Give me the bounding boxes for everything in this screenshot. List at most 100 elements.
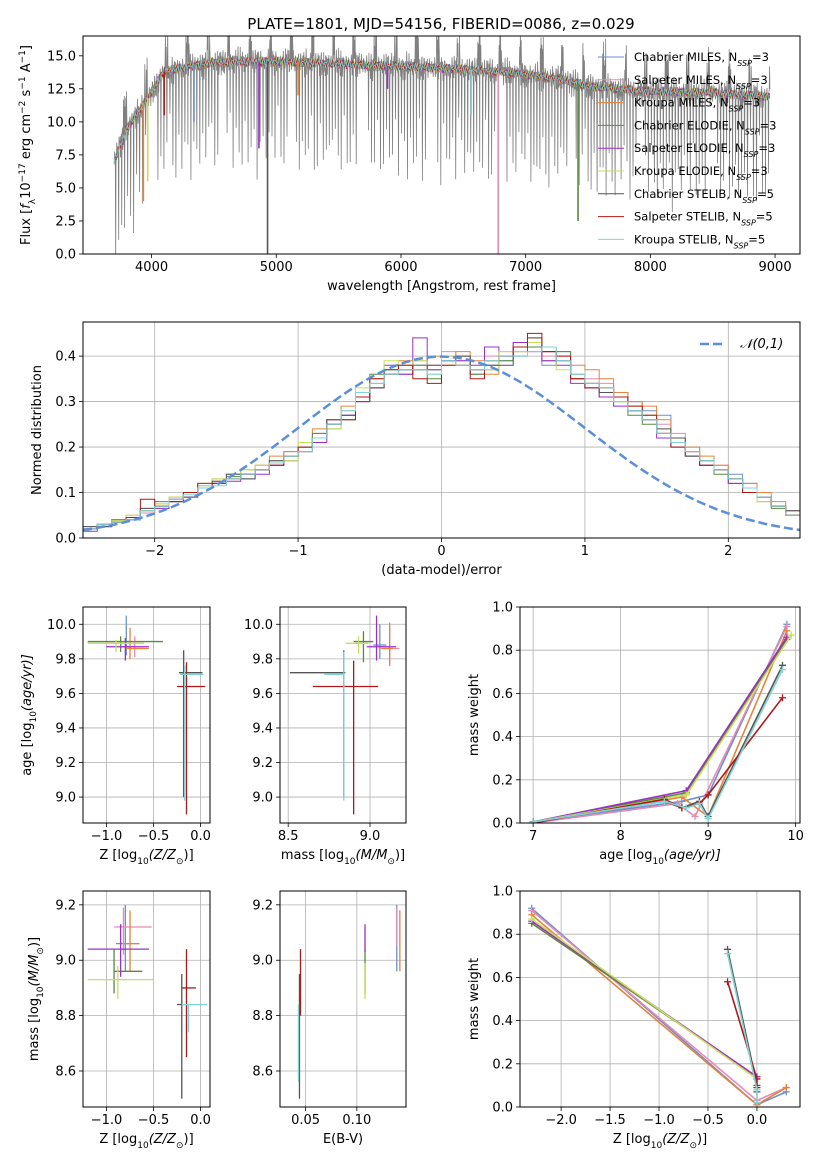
mass-weight-line <box>532 630 788 823</box>
axes-frame <box>279 890 407 1108</box>
x-tick-label: 9000 <box>759 260 792 275</box>
axes-frame <box>82 890 211 1108</box>
plot-age-vs-Z: −1.0 −0.5 0.09.09.29.49.69.810.0Z [log10(Z… <box>20 606 211 867</box>
legend-label-tail: =3 <box>752 50 769 64</box>
plot-area <box>528 904 790 1107</box>
legend-label-tail: =5 <box>756 210 773 224</box>
legend-label-gaussian: 𝒩(0,1) <box>740 337 783 352</box>
legend-label-main: Kroupa MILES, N <box>634 96 729 110</box>
y-tick-label: 8.6 <box>252 1065 273 1080</box>
x-tick-label: −0.5 <box>692 1113 724 1128</box>
legend-label-sub: SSP <box>741 218 756 227</box>
y-axis-label-part: λ <box>28 198 38 204</box>
y-tick-label: 0.2 <box>55 441 76 456</box>
legend-label-tail: =3 <box>751 164 768 178</box>
y-tick-label: 8.8 <box>252 1009 273 1024</box>
legend-label: Chabrier ELODIE, NSSP=3 <box>634 118 776 136</box>
x-axis-label-part: 10 <box>137 857 149 867</box>
y-axis-label-part: −1 <box>18 50 28 63</box>
y-tick-label: 9.2 <box>55 898 76 913</box>
x-axis-label: E(B-V) <box>323 1132 363 1147</box>
y-axis-label-part: mass [log <box>27 998 42 1061</box>
x-axis-label-part: ⊙ <box>176 857 184 867</box>
legend-label-sub: SSP <box>745 127 760 136</box>
y-tick-label: 10.0 <box>47 115 76 130</box>
y-tick-label: 0.0 <box>55 248 76 263</box>
x-tick-label: 4000 <box>135 260 168 275</box>
x-tick-label: −1.0 <box>91 1113 123 1128</box>
plot-area <box>113 36 771 254</box>
y-axis-label-part: A <box>19 63 34 76</box>
x-axis-label-part: 10 <box>137 1141 149 1151</box>
x-tick-label: −1.0 <box>91 829 123 844</box>
y-axis-label: Normed distribution <box>30 365 45 495</box>
y-tick-label: 10.0 <box>47 618 76 633</box>
x-axis-label-part: )] <box>184 848 194 863</box>
y-axis-label-part: −1 <box>18 76 28 89</box>
x-axis-label: wavelength [Angstrom, rest frame] <box>327 279 556 294</box>
x-axis-label-part: Z [log <box>99 1132 137 1147</box>
y-axis-label: mass [log10(M/M⊙)] <box>27 937 46 1061</box>
x-tick-label: 7 <box>529 829 537 844</box>
legend-label-main: Kroupa STELIB, N <box>634 232 734 246</box>
y-axis-label-part: (M/M <box>27 955 42 987</box>
legend-label-tail: =3 <box>760 118 777 132</box>
y-tick-label: 0.0 <box>492 1101 513 1116</box>
x-axis-label-part: )] <box>184 1132 194 1147</box>
x-tick-label: 0.0 <box>190 829 211 844</box>
x-tick-label: 0.10 <box>342 1113 371 1128</box>
mass-weight-marker <box>529 818 537 823</box>
x-axis-label: age [log10(age/yr)] <box>599 848 721 867</box>
y-tick-label: 0.2 <box>492 1057 513 1072</box>
legend-label-tail: =5 <box>757 187 774 201</box>
y-tick-label: 9.8 <box>252 652 273 667</box>
x-axis-label-part: )] <box>697 1132 707 1147</box>
y-tick-label: 9.6 <box>252 687 273 702</box>
axes-frame <box>82 35 801 255</box>
x-tick-label: −0.5 <box>138 829 170 844</box>
axes-frame <box>82 321 801 539</box>
x-tick-label: 0.0 <box>190 1113 211 1128</box>
x-tick-label: −1.0 <box>643 1113 675 1128</box>
x-axis-label: (data-model)/error <box>381 563 502 578</box>
y-tick-label: 0.8 <box>492 644 513 659</box>
plot-area <box>87 904 208 1099</box>
y-tick-label: 0.4 <box>492 730 513 745</box>
x-tick-label: 1 <box>581 544 589 559</box>
plot-age-vs-mass: 8.5 9.0 9.0 9.2 9.4 9.6 9.8 10.0 mass [log10(M/M… <box>244 606 407 867</box>
x-tick-label: −2 <box>145 544 164 559</box>
mass-weight-marker <box>691 813 699 821</box>
x-axis-label-part: 10 <box>651 1141 663 1151</box>
y-axis-label-part: (age/yr)] <box>20 654 35 711</box>
y-tick-label: 0.0 <box>55 532 76 547</box>
mass-weight-marker <box>682 804 690 812</box>
legend-label: Chabrier STELIB, NSSP=5 <box>634 187 774 205</box>
y-axis-label-part: 10 <box>29 711 39 723</box>
legend-label-tail: =3 <box>751 73 768 87</box>
legend-label-main: Chabrier MILES, N <box>634 50 737 64</box>
y-tick-label: 1.0 <box>492 885 513 900</box>
legend-label-sub: SSP <box>742 195 757 204</box>
mass-weight-marker <box>528 915 536 923</box>
mass-weight-line <box>532 638 788 823</box>
y-tick-label: 0.6 <box>492 687 513 702</box>
y-tick-label: 0.6 <box>492 971 513 986</box>
legend-label-main: Chabrier ELODIE, N <box>634 118 745 132</box>
axes-frame <box>279 606 407 824</box>
plot-area <box>297 904 401 1099</box>
x-tick-label: 0.0 <box>747 1113 768 1128</box>
y-axis-label: mass weight <box>467 674 482 756</box>
mass-weight-marker <box>695 800 703 808</box>
mass-weight-marker <box>779 694 786 702</box>
y-tick-label: 9.2 <box>252 756 273 771</box>
mass-weight-marker <box>704 791 712 799</box>
legend-label-sub: SSP <box>737 59 752 68</box>
plot-residuals: −2 −1 0 1 2 0.0 0.1 0.2 0.3 0.4 𝒩(0,1) (data-model)… <box>30 321 801 578</box>
legend-label-sub: SSP <box>729 104 744 113</box>
x-axis-label-part: 10 <box>652 857 664 867</box>
x-tick-label: 7000 <box>509 260 542 275</box>
y-axis-label-part: ] <box>19 45 34 50</box>
plot-area <box>289 615 400 815</box>
x-tick-label: 2 <box>724 544 732 559</box>
